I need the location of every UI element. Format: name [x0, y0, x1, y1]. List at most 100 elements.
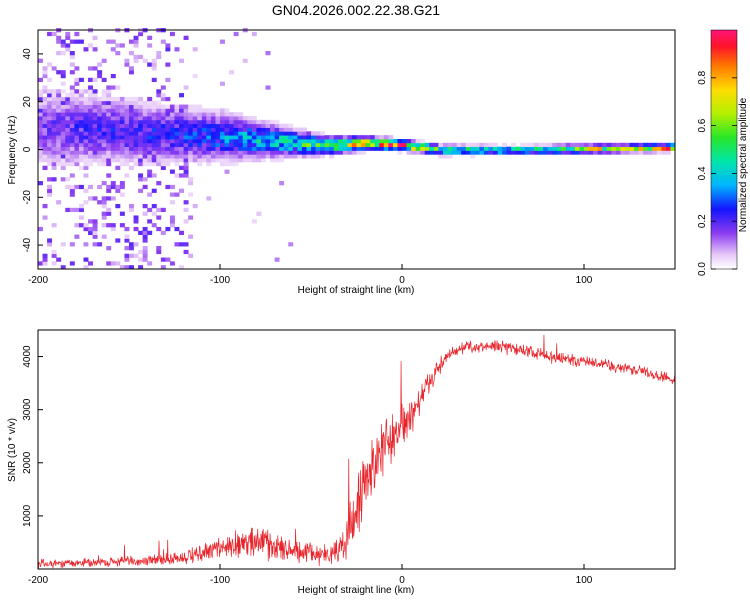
- spectrogram-cell: [69, 158, 75, 163]
- spectrogram-cell: [329, 142, 335, 148]
- spectrogram-cell: [124, 96, 130, 102]
- spectrogram-cell: [42, 203, 48, 209]
- spectrogram-cell: [83, 161, 89, 167]
- spectrogram-cell: [183, 35, 189, 40]
- spectrogram-cell: [292, 138, 298, 144]
- spectrogram-cell: [124, 123, 130, 128]
- spectrogram-cell: [51, 165, 57, 170]
- spectrogram-cell: [97, 73, 103, 79]
- spectrogram-cell: [215, 127, 221, 132]
- spectrogram-cell: [206, 142, 212, 148]
- spectrogram-cell: [129, 146, 134, 151]
- spectrogram-cell: [265, 138, 271, 144]
- spectrogram-cell: [60, 142, 66, 148]
- spectrogram-cell: [447, 146, 453, 151]
- spectrogram-cell: [192, 135, 198, 140]
- spectrogram-cell: [47, 116, 53, 121]
- spectrogram-cell: [238, 158, 244, 163]
- spectrogram-cell: [138, 142, 144, 148]
- spectrogram-cell: [274, 150, 280, 155]
- spectrogram-cell: [38, 135, 43, 140]
- spectrogram-cell: [65, 146, 71, 151]
- spectrogram-cell: [188, 127, 194, 132]
- spectrogram-cell: [533, 142, 539, 148]
- spectrogram-cell: [97, 158, 103, 163]
- spectrogram-cell: [183, 142, 189, 148]
- spectrogram-cell: [147, 219, 153, 224]
- spectrogram-cell: [297, 131, 303, 136]
- spectrogram-cell: [133, 104, 139, 109]
- spectrogram-cell: [74, 108, 80, 113]
- spectrogram-cell: [138, 173, 144, 178]
- spectrogram-cell: [119, 146, 125, 151]
- spectrogram-cell: [169, 116, 175, 121]
- colorbar-ticks: 0.00.20.40.60.8: [697, 70, 737, 276]
- spectrogram-cell: [106, 207, 112, 213]
- spectrogram-cell: [151, 123, 157, 128]
- spectrogram-cell: [283, 154, 289, 159]
- spectrogram-cell: [51, 89, 57, 94]
- colorbar: 0.00.20.40.60.8 Normalized spectral ampl…: [697, 29, 749, 276]
- spectrogram-cell: [69, 161, 75, 167]
- spectrogram-cell: [78, 39, 84, 44]
- spectrogram-cell: [574, 150, 580, 155]
- spectrogram-cell: [88, 230, 93, 235]
- spectrogram-cell: [233, 161, 239, 167]
- spectrogram-cell: [101, 142, 107, 148]
- spectrogram-cell: [620, 150, 626, 155]
- spectrogram-cell: [474, 142, 480, 148]
- spectrogram-cell: [597, 146, 603, 151]
- spectrogram-cell: [56, 116, 62, 121]
- spectrogram-cell: [56, 39, 62, 44]
- spectrogram-cell: [169, 154, 175, 159]
- spectrogram-cell: [38, 108, 43, 113]
- spectrogram-cell: [192, 47, 198, 52]
- spectrogram-cell: [83, 158, 89, 163]
- spectrogram-cell: [101, 223, 107, 228]
- spectrogram-cell: [106, 223, 112, 228]
- spectrogram-cell: [279, 131, 285, 136]
- spectrogram-cell: [301, 138, 307, 144]
- spectrogram-cell: [274, 146, 280, 151]
- spectrogram-cell: [138, 257, 144, 262]
- spectrogram-cell: [433, 150, 439, 155]
- spectrogram-cell: [411, 150, 417, 155]
- spectrogram-cell: [179, 131, 184, 136]
- spectrogram-cell: [133, 253, 139, 258]
- spectrogram-cell: [147, 173, 153, 178]
- spectrogram-cell: [110, 47, 116, 52]
- spectrogram-cell: [147, 135, 153, 140]
- spectrogram-cell: [124, 135, 130, 140]
- spectrogram-cell: [270, 154, 275, 159]
- spectrogram-cell: [69, 242, 75, 247]
- spectrogram-cell: [60, 135, 66, 140]
- spectrogram-cell: [119, 142, 125, 148]
- spectrogram-cell: [224, 158, 230, 163]
- spectrogram-cell: [88, 138, 93, 144]
- spectrogram-cell: [160, 108, 166, 113]
- spectrogram-cell: [129, 66, 134, 71]
- spectrogram-cell: [661, 150, 667, 155]
- spectrogram-cell: [320, 138, 326, 144]
- spectrogram-cell: [242, 138, 248, 144]
- spectrogram-cell: [147, 131, 153, 136]
- spectrogram-cell: [188, 253, 194, 258]
- spectrogram-cell: [183, 112, 189, 117]
- spectrogram-cell: [383, 146, 389, 151]
- spectrogram-cell: [92, 242, 98, 247]
- spectrogram-cell: [42, 100, 48, 105]
- spectrogram-cell: [301, 154, 307, 159]
- spectrogram-cell: [320, 142, 326, 148]
- spectrogram-cell: [92, 66, 98, 71]
- spectrogram-cell: [78, 123, 84, 128]
- figure-title: GN04.2026.002.22.38.G21: [272, 2, 440, 18]
- spectrogram-cell: [242, 127, 248, 132]
- spectrogram-cell: [265, 119, 271, 125]
- spectrogram-cell: [238, 138, 244, 144]
- spectrogram-cell: [42, 85, 48, 90]
- spectrogram-cell: [210, 123, 216, 128]
- spectrogram-cell: [283, 127, 289, 132]
- spectrogram-cell: [256, 135, 262, 140]
- spectrogram-cell: [124, 138, 130, 144]
- spectrogram-cell: [65, 207, 71, 213]
